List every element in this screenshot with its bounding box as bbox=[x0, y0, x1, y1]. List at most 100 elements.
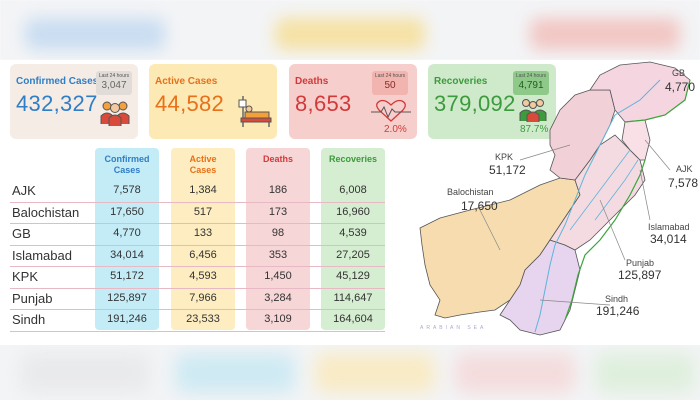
table-cell: 4,539 bbox=[339, 227, 367, 239]
map-river-tributary-2 bbox=[594, 159, 639, 221]
table-cell: 164,604 bbox=[333, 313, 373, 325]
deaths-last24-title: Last 24 hours bbox=[374, 73, 406, 79]
deaths-percentage: 2.0% bbox=[384, 124, 407, 135]
map-border-line bbox=[624, 79, 691, 123]
map-label-balochistan: Balochistan bbox=[447, 187, 494, 197]
table-cell: 4,593 bbox=[189, 270, 217, 282]
table-cell: 517 bbox=[193, 205, 213, 218]
table-cell: 16,960 bbox=[336, 205, 370, 218]
row-label: AJK bbox=[12, 183, 36, 198]
table-cell: 27,205 bbox=[336, 248, 370, 261]
people-group-icon bbox=[100, 101, 130, 126]
confirmed-last24-value: 3,047 bbox=[101, 80, 127, 91]
table-cell: 7,578 bbox=[113, 184, 141, 196]
deaths-label: Deaths bbox=[295, 76, 329, 87]
deaths-column-bg bbox=[246, 148, 310, 330]
row-label: Punjab bbox=[12, 290, 53, 306]
confirmed-column-bg bbox=[95, 148, 159, 330]
deaths-last24-box: Last 24 hours 50 bbox=[372, 71, 408, 95]
confirmed-cases-value: 432,327 bbox=[16, 91, 98, 116]
map-leader-balochistan bbox=[479, 209, 501, 251]
map-leader-kpk bbox=[519, 144, 571, 161]
table-cell: 51,172 bbox=[110, 270, 144, 282]
recovered-people-icon bbox=[519, 99, 547, 122]
row-label: Balochistan bbox=[12, 204, 80, 220]
recoveries-percentage: 87.7% bbox=[520, 124, 549, 135]
table-cell: 3,109 bbox=[264, 313, 292, 325]
map-value-ajk: 7,578 bbox=[668, 176, 699, 190]
recoveries-last24-title: Last 24 hours bbox=[515, 73, 547, 79]
confirmed-last24-box: Last 24 hours 3,047 bbox=[96, 71, 132, 95]
table-cell: 133 bbox=[193, 227, 213, 239]
heartbeat-icon bbox=[371, 99, 411, 122]
recoveries-last24-value: 4,791 bbox=[518, 80, 544, 91]
recoveries-card: Recoveries 379,092 Last 24 hours 4,791 8… bbox=[428, 64, 556, 139]
confirmed-cases-card: Confirmed Cases 432,327 Last 24 hours 3,… bbox=[10, 64, 138, 139]
map-value-punjab: 125,897 bbox=[618, 268, 662, 282]
active-column-bg bbox=[171, 148, 235, 330]
row-label: Sindh bbox=[12, 312, 46, 327]
map-label-ajk: AJK bbox=[676, 164, 693, 174]
blurred-footer-strip bbox=[0, 345, 700, 400]
map-value-kpk: 51,172 bbox=[489, 163, 526, 177]
header-deaths: Deaths bbox=[262, 154, 293, 164]
header-confirmed-cases: Confirmed Cases bbox=[104, 154, 150, 175]
table-cell: 23,533 bbox=[186, 313, 220, 325]
header-recoveries: Recoveries bbox=[328, 154, 378, 164]
map-label-islamabad: Islamabad bbox=[648, 222, 690, 232]
table-cell: 3,284 bbox=[264, 291, 292, 304]
row-divider bbox=[10, 330, 385, 332]
blurred-header-strip bbox=[0, 0, 700, 60]
map-leader-sindh bbox=[539, 299, 611, 306]
map-river-indus bbox=[534, 79, 661, 333]
row-divider bbox=[10, 266, 385, 267]
table-cell: 34,014 bbox=[110, 248, 144, 261]
pakistan-map bbox=[419, 61, 691, 336]
map-label-sindh: Sindh bbox=[605, 294, 629, 304]
confirmed-cases-label: Confirmed Cases bbox=[16, 76, 99, 87]
map-river-tributary bbox=[569, 149, 631, 231]
map-label-punjab: Punjab bbox=[626, 258, 655, 268]
map-label-gb: GB bbox=[672, 68, 686, 78]
map-leader-punjab bbox=[599, 199, 626, 261]
row-divider bbox=[10, 309, 385, 310]
deaths-card: Deaths 8,653 Last 24 hours 50 2.0% bbox=[289, 64, 417, 139]
table-cell: 98 bbox=[271, 227, 285, 239]
table-cell: 191,246 bbox=[107, 313, 147, 325]
active-cases-value: 44,582 bbox=[155, 91, 225, 116]
row-label: GB bbox=[12, 226, 31, 241]
row-divider bbox=[10, 244, 385, 246]
table-cell: 4,770 bbox=[113, 227, 141, 239]
active-cases-card: Active Cases 44,582 bbox=[149, 64, 277, 139]
table-cell: 353 bbox=[268, 248, 288, 261]
map-value-sindh: 191,246 bbox=[596, 304, 640, 318]
hospital-bed-icon bbox=[238, 96, 272, 127]
active-cases-label: Active Cases bbox=[155, 76, 218, 87]
row-label: Islamabad bbox=[12, 247, 72, 263]
table-cell: 125,897 bbox=[107, 291, 147, 304]
confirmed-last24-title: Last 24 hours bbox=[98, 73, 130, 79]
table-cell: 186 bbox=[268, 184, 288, 196]
map-value-balochistan: 17,650 bbox=[461, 199, 498, 213]
table-cell: 1,384 bbox=[189, 184, 217, 196]
map-label-kpk: KPK bbox=[495, 152, 514, 162]
map-border-east bbox=[564, 159, 646, 321]
table-cell: 45,129 bbox=[336, 270, 370, 282]
table-cell: 173 bbox=[268, 205, 288, 218]
map-value-islamabad: 34,014 bbox=[650, 232, 687, 246]
table-cell: 7,966 bbox=[189, 291, 217, 304]
row-divider bbox=[10, 223, 385, 224]
map-region-punjab bbox=[549, 134, 646, 251]
recoveries-value: 379,092 bbox=[434, 91, 516, 116]
recoveries-column-bg bbox=[321, 148, 385, 330]
table-cell: 114,647 bbox=[333, 291, 373, 304]
table-cell: 1,450 bbox=[264, 270, 292, 282]
row-divider bbox=[10, 287, 385, 289]
deaths-last24-value: 50 bbox=[384, 80, 396, 91]
map-region-ajk bbox=[621, 119, 651, 161]
table-cell: 17,650 bbox=[110, 205, 144, 218]
map-leader-ajk bbox=[644, 139, 671, 171]
recoveries-label: Recoveries bbox=[434, 76, 488, 87]
row-divider bbox=[10, 201, 385, 203]
map-value-gb: 4,770 bbox=[665, 80, 696, 94]
